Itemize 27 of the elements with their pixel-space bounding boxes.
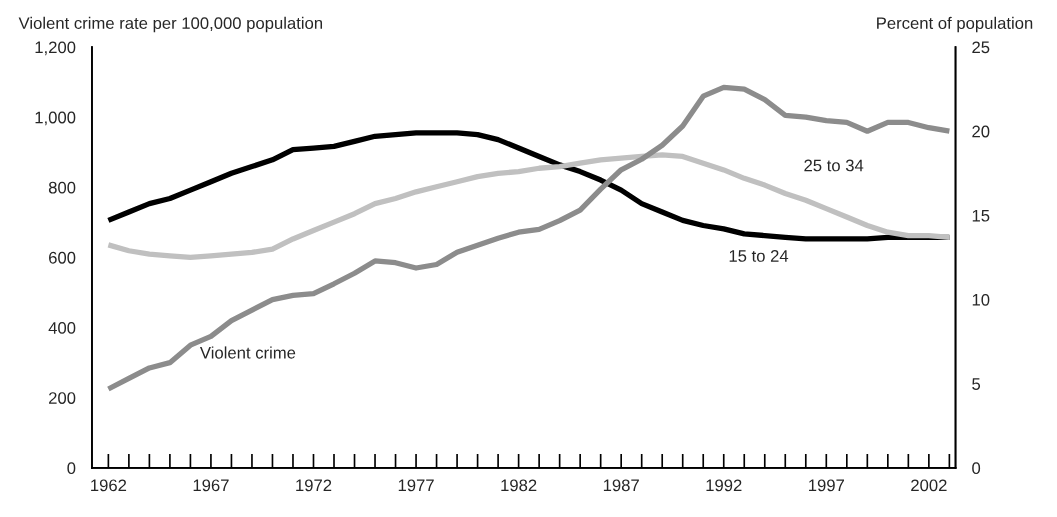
y-tick-label: 800 bbox=[48, 181, 76, 194]
x-tick-label: 1987 bbox=[603, 479, 639, 492]
x-tick-label: 1977 bbox=[398, 479, 434, 492]
y-tick-label: 400 bbox=[48, 322, 76, 334]
y2-tick-label: 15 bbox=[972, 209, 990, 222]
y-tick-label: 600 bbox=[49, 251, 76, 264]
x-tick-label: 1982 bbox=[501, 479, 537, 492]
y-axis-title: Violent crime rate per 100,000 population bbox=[18, 16, 323, 33]
y-tick-label: 1,200 bbox=[35, 41, 76, 56]
x-tick-label: 1992 bbox=[706, 479, 742, 492]
x-tick-label: 1972 bbox=[296, 479, 332, 492]
series-label: 25 to 34 bbox=[804, 159, 864, 172]
y-tick-label: 0 bbox=[67, 462, 76, 475]
y2-tick-label: 20 bbox=[972, 125, 990, 138]
y-tick-label: 200 bbox=[49, 392, 76, 404]
x-tick-label: 2002 bbox=[911, 479, 947, 492]
y2-tick-label: 10 bbox=[972, 293, 990, 306]
y2-tick-label: 0 bbox=[972, 462, 981, 475]
x-tick-label: 1997 bbox=[809, 479, 844, 492]
y2-tick-label: 5 bbox=[972, 378, 981, 390]
x-tick-label: 1962 bbox=[91, 479, 127, 492]
y-tick-label: 1,000 bbox=[35, 111, 76, 126]
series-label: 15 to 24 bbox=[729, 250, 789, 262]
x-tick-label: 1967 bbox=[193, 479, 229, 492]
series-label: Violent crime bbox=[199, 346, 296, 359]
y2-tick-label: 25 bbox=[972, 41, 990, 54]
y2-axis-title: Percent of population bbox=[877, 16, 1033, 33]
